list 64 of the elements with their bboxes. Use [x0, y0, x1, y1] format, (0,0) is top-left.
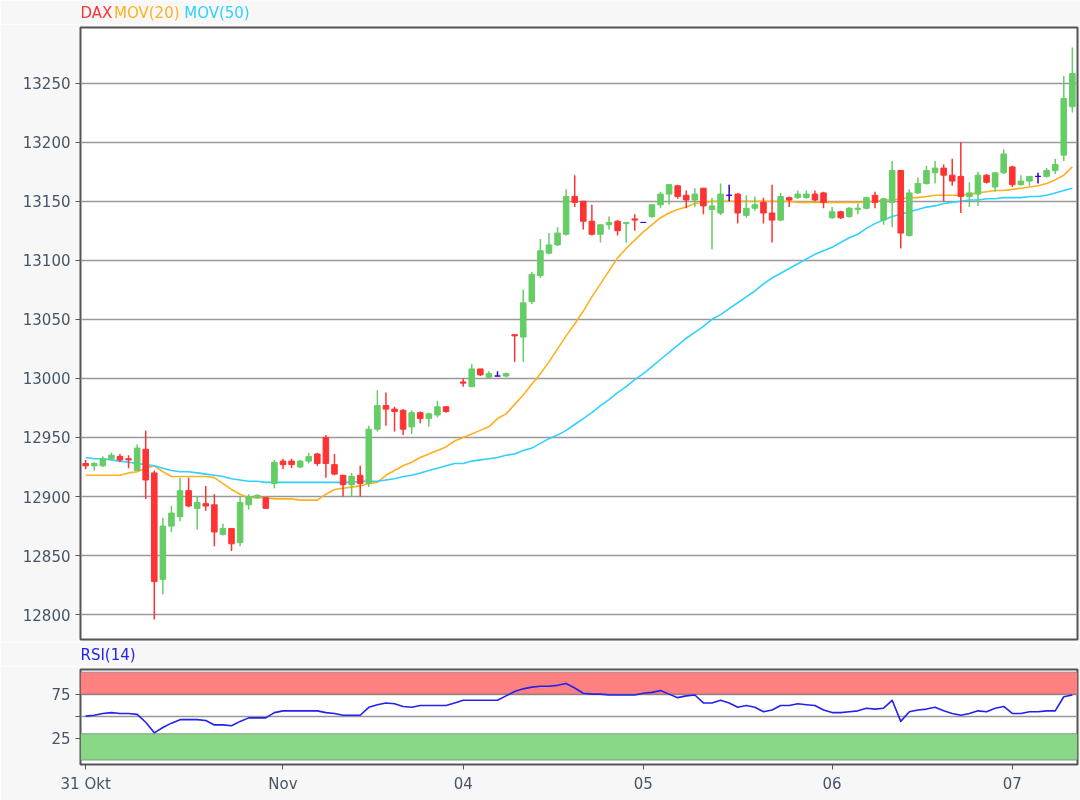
candlestick: [348, 472, 355, 498]
candlestick: [966, 181, 973, 208]
candlestick: [768, 183, 776, 244]
x-tick-label: 07: [1002, 774, 1022, 793]
y-tick-label: 13200: [22, 134, 71, 153]
y-tick-label: 25: [51, 730, 71, 749]
candlestick: [940, 163, 947, 202]
y-tick-label: 13250: [22, 75, 71, 94]
candlestick: [923, 164, 930, 186]
candlestick: [700, 187, 707, 215]
y-tick-label: 12900: [22, 488, 71, 507]
candlestick: [271, 459, 278, 490]
y-tick-label: 12800: [22, 606, 71, 625]
candlestick: [991, 172, 999, 193]
candlestick: [168, 505, 175, 533]
candlestick: [408, 409, 415, 435]
candlestick: [622, 221, 630, 244]
text: RSI(14): [80, 646, 136, 665]
y-tick-label: 75: [51, 686, 71, 705]
candlestick: [974, 170, 982, 207]
candlestick: [743, 194, 750, 219]
x-tick-label: 31 Okt: [60, 774, 111, 793]
candlestick: [631, 213, 639, 232]
candlestick: [691, 187, 699, 208]
y-tick-label: 12950: [22, 429, 71, 448]
candlestick: [751, 195, 759, 212]
text: DAX: [80, 4, 113, 23]
candlestick: [511, 333, 518, 363]
candlestick: [459, 377, 467, 388]
candlestick: [228, 527, 235, 552]
candlestick: [708, 196, 716, 251]
candlestick: [391, 406, 398, 433]
text: MOV(50): [184, 4, 250, 23]
x-tick-label: 06: [822, 774, 842, 793]
candlestick: [777, 192, 784, 223]
candlestick: [374, 389, 381, 433]
y-tick-label: 13150: [22, 193, 71, 212]
line-series: [84, 682, 1074, 734]
candlestick: [399, 408, 407, 436]
x-tick-label: Nov: [268, 774, 298, 793]
candlestick: [185, 476, 192, 508]
candlestick: [931, 160, 939, 185]
candlestick: [588, 203, 596, 237]
text: MOV(20): [114, 4, 180, 23]
candlestick: [382, 391, 390, 427]
y-tick-label: 13100: [22, 252, 71, 271]
candlestick: [1000, 148, 1007, 175]
candlestick: [571, 174, 578, 208]
candlestick: [760, 196, 767, 225]
candlestick: [880, 196, 887, 226]
x-tick-label: 05: [633, 774, 653, 793]
candlestick: [193, 495, 201, 531]
candlestick: [717, 182, 724, 217]
candlestick: [468, 363, 476, 388]
candlestick: [734, 192, 742, 225]
candlestick: [133, 443, 141, 472]
candlestick: [356, 465, 364, 498]
candlestick: [665, 183, 673, 206]
candlestick: [202, 485, 210, 512]
y-tick-label: 13050: [22, 311, 71, 330]
y-tick-label: 13000: [22, 370, 71, 389]
x-tick-label: 04: [453, 774, 473, 793]
y-tick-label: 12850: [22, 547, 71, 566]
candlestick: [580, 200, 587, 231]
